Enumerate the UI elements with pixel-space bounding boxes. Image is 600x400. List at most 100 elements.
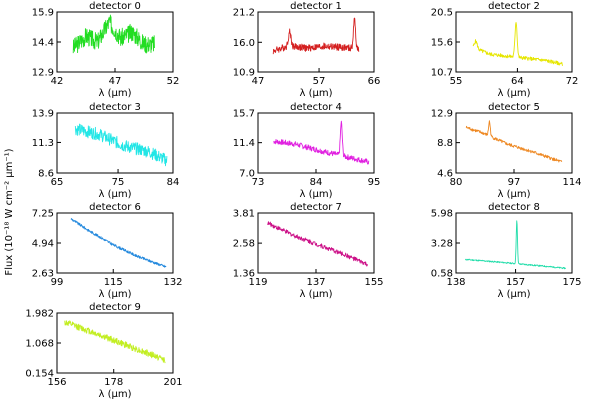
plot-frame: [257, 212, 375, 274]
y-tick-label: 0.154: [25, 369, 54, 380]
spectrum-line: [465, 120, 563, 163]
panel-detector-5: detector 5 80 97 114 4.6 8.8 12.9 λ (μm): [431, 102, 582, 200]
panel-title: detector 0: [89, 1, 141, 12]
x-tick-label: 47: [252, 76, 265, 87]
x-tick-label: 72: [566, 76, 579, 87]
x-axis-label: λ (μm): [299, 88, 332, 99]
panel-title: detector 7: [290, 202, 342, 213]
x-tick-label: 99: [51, 277, 64, 288]
y-tick-label: 8.8: [437, 138, 453, 149]
x-axis-label: λ (μm): [98, 289, 131, 300]
y-tick-label: 15.7: [233, 109, 255, 120]
x-tick-label: 178: [104, 377, 123, 388]
panel-detector-8: detector 8 138 157 175 0.58 3.28 5.98 λ (μm): [431, 202, 582, 300]
panel-title: detector 4: [290, 102, 342, 113]
y-tick-label: 5.98: [431, 209, 453, 220]
x-axis-label: λ (μm): [98, 88, 131, 99]
x-tick-label: 57: [313, 76, 326, 87]
panel-detector-1: detector 1 47 57 66 10.9 16.0 21.2 λ (μm): [233, 1, 381, 99]
y-tick-label: 10.7: [431, 68, 453, 79]
spectrum-line: [465, 220, 566, 270]
y-tick-label: 12.9: [431, 109, 453, 120]
panel-title: detector 3: [89, 102, 141, 113]
x-tick-label: 201: [163, 377, 182, 388]
panel-detector-3: detector 3 65 75 84 8.6 11.3 13.9 λ (μm): [32, 102, 180, 200]
x-tick-label: 47: [109, 76, 122, 87]
spectrum-line: [72, 14, 155, 54]
y-tick-label: 0.58: [431, 269, 453, 280]
x-tick-label: 42: [51, 76, 64, 87]
x-tick-label: 73: [252, 177, 265, 188]
x-tick-label: 138: [446, 277, 465, 288]
x-tick-label: 66: [368, 76, 381, 87]
panel-title: detector 9: [89, 302, 141, 313]
x-tick-label: 84: [310, 177, 323, 188]
panel-detector-0: detector 0 42 47 52 12.9 14.4 15.9 λ (μm): [32, 1, 180, 99]
x-axis-label: λ (μm): [497, 88, 530, 99]
x-tick-label: 132: [163, 277, 182, 288]
x-tick-label: 75: [112, 177, 125, 188]
x-tick-label: 65: [51, 177, 64, 188]
panel-title: detector 8: [488, 202, 540, 213]
y-tick-label: 3.81: [233, 209, 255, 220]
y-tick-label: 4.6: [437, 169, 453, 180]
x-tick-label: 137: [306, 277, 325, 288]
y-tick-label: 2.58: [233, 239, 255, 250]
x-axis-label: λ (μm): [98, 189, 131, 200]
x-tick-label: 119: [248, 277, 267, 288]
y-tick-label: 1.068: [25, 339, 54, 350]
y-tick-label: 10.9: [233, 68, 255, 79]
y-tick-label: 2.63: [32, 269, 54, 280]
x-tick-label: 84: [167, 177, 180, 188]
y-tick-label: 7.25: [32, 209, 54, 220]
spectrum-line: [472, 22, 563, 66]
panel-title: detector 6: [89, 202, 141, 213]
x-tick-label: 175: [562, 277, 581, 288]
spectrum-line: [70, 218, 167, 268]
x-axis-label: λ (μm): [299, 189, 332, 200]
plot-frame: [455, 112, 573, 174]
y-tick-label: 4.94: [32, 239, 54, 250]
y-tick-label: 1.982: [25, 309, 54, 320]
y-tick-label: 11.4: [233, 138, 255, 149]
y-tick-label: 21.2: [233, 8, 255, 19]
spectrum-line: [272, 17, 360, 55]
y-tick-label: 12.9: [32, 68, 54, 79]
panel-detector-7: detector 7 119 137 155 1.36 2.58 3.81 λ (μm): [233, 202, 384, 300]
y-tick-label: 1.36: [233, 269, 255, 280]
y-tick-label: 11.3: [32, 138, 54, 149]
x-axis-label: λ (μm): [299, 289, 332, 300]
y-tick-label: 13.9: [32, 109, 54, 120]
x-tick-label: 157: [506, 277, 525, 288]
x-tick-label: 95: [368, 177, 381, 188]
y-tick-label: 8.6: [38, 169, 54, 180]
panel-title: detector 1: [290, 1, 342, 12]
spectrum-line: [64, 320, 166, 364]
x-axis-label: λ (μm): [497, 189, 530, 200]
plot-frame: [56, 112, 174, 174]
y-tick-label: 20.5: [431, 8, 453, 19]
panel-title: detector 5: [488, 102, 540, 113]
panel-detector-2: detector 2 55 64 72 10.7 15.6 20.5 λ (μm): [431, 1, 579, 99]
plot-frame: [257, 11, 375, 73]
x-tick-label: 115: [104, 277, 123, 288]
y-tick-label: 14.4: [32, 38, 54, 49]
x-tick-label: 156: [47, 377, 66, 388]
y-tick-label: 15.9: [32, 8, 54, 19]
figure-y-axis-label: Flux (10⁻¹⁸ W cm⁻² μm⁻¹): [4, 148, 15, 275]
x-axis-label: λ (μm): [497, 289, 530, 300]
x-tick-label: 155: [364, 277, 383, 288]
x-axis-label: λ (μm): [98, 389, 131, 400]
panel-detector-9: detector 9 156 178 201 0.154 1.068 1.982 λ (μm): [25, 302, 182, 400]
y-tick-label: 7.0: [239, 169, 255, 180]
x-tick-label: 114: [562, 177, 581, 188]
x-tick-label: 80: [450, 177, 463, 188]
panel-detector-4: detector 4 73 84 95 7.0 11.4 15.7 λ (μm): [233, 102, 381, 200]
y-tick-label: 16.0: [233, 38, 255, 49]
spectrum-line: [273, 120, 370, 165]
panel-detector-6: detector 6 99 115 132 2.63 4.94 7.25 λ (μm): [32, 202, 183, 300]
spectrum-line: [267, 221, 368, 267]
spectrum-line: [74, 123, 168, 167]
x-tick-label: 97: [508, 177, 521, 188]
